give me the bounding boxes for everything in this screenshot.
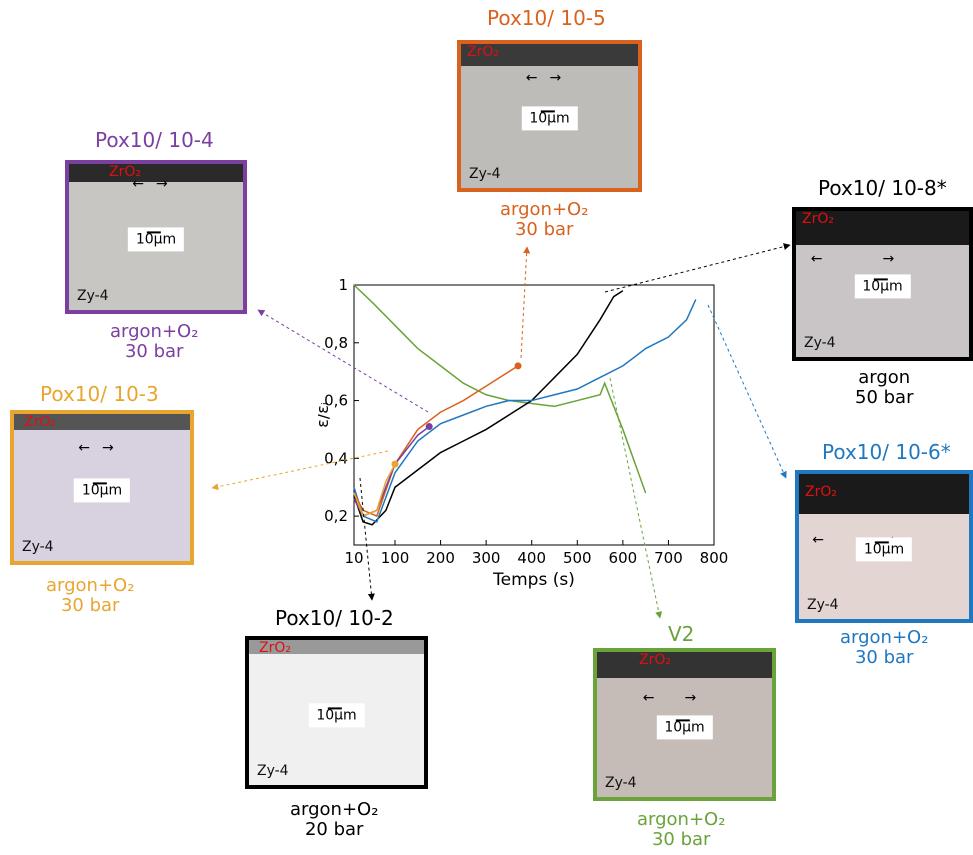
- series-end-marker-3: [514, 362, 522, 370]
- scale-bar: 10μm: [308, 702, 365, 727]
- series-end-marker-4: [425, 423, 433, 431]
- condition-gas: argon: [858, 367, 911, 388]
- condition-gas: argon+O₂: [290, 799, 379, 820]
- series-line-2: [353, 299, 697, 523]
- scale-bar: 10μm: [127, 227, 185, 252]
- condition-gas: argon+O₂: [500, 199, 589, 220]
- condition-pressure: 30 bar: [60, 595, 120, 616]
- plot-area: [353, 284, 715, 546]
- crack-arrows-icon: ←→: [132, 176, 180, 192]
- x-tick-label: 600: [609, 549, 638, 567]
- scale-bar: 10μm: [855, 536, 913, 561]
- crack-arrows-icon: ←→: [810, 251, 955, 267]
- condition-gas: argon+O₂: [840, 627, 929, 648]
- panel-condition: argon+O₂ 30 bar: [637, 810, 725, 850]
- panel-condition: argon+O₂ 30 bar: [500, 200, 588, 240]
- condition-pressure: 30 bar: [514, 219, 574, 240]
- condition-pressure: 30 bar: [124, 341, 184, 362]
- series-end-marker-5: [391, 460, 399, 468]
- panel-condition: argon 50 bar: [855, 368, 913, 408]
- crack-arrows-icon: ←→: [78, 440, 126, 456]
- oxide-layer: [799, 474, 969, 514]
- panel-title: Pox10/ 10-6*: [822, 440, 951, 464]
- zy4-label: Zy-4: [257, 763, 289, 779]
- x-tick-label: 10: [344, 549, 363, 567]
- x-tick-label: 400: [517, 549, 546, 567]
- x-tick-label: 300: [472, 549, 501, 567]
- x-tick-label: 500: [563, 549, 592, 567]
- panel-condition: argon+O₂ 30 bar: [46, 576, 134, 616]
- micrograph-pox10-10-5: ZrO₂ ←→ 10μm Zy-4: [457, 40, 642, 192]
- condition-pressure: 30 bar: [854, 647, 914, 668]
- y-axis-label: ε̇/ε̇ᵢ: [318, 402, 332, 428]
- crack-arrows-icon: ←→: [525, 70, 574, 86]
- crack-arrows-icon: ←→: [642, 690, 727, 706]
- panel-condition: argon+O₂ 30 bar: [110, 322, 198, 362]
- y-tick-label: 0,8: [324, 334, 348, 352]
- panel-title: Pox10/ 10-2: [275, 606, 394, 630]
- zy4-label: Zy-4: [22, 539, 54, 555]
- panel-title: Pox10/ 10-4: [95, 128, 214, 152]
- x-tick-label: 200: [426, 549, 455, 567]
- zy4-label: Zy-4: [804, 335, 836, 351]
- micrograph-pox10-10-2: ZrO₂ 10μm Zy-4: [245, 636, 428, 789]
- scale-bar: 10μm: [854, 274, 911, 299]
- x-tick-label: 700: [654, 549, 683, 567]
- oxide-layer: [597, 652, 772, 678]
- zro2-label: ZrO₂: [802, 211, 834, 227]
- zro2-label: ZrO₂: [805, 484, 837, 500]
- y-tick-label: 0,2: [324, 507, 348, 525]
- panel-condition: argon+O₂ 30 bar: [840, 628, 928, 668]
- zro2-label: ZrO₂: [109, 164, 141, 180]
- panel-title: Pox10/ 10-5: [487, 6, 606, 30]
- panel-condition: argon+O₂ 20 bar: [290, 800, 378, 840]
- zy4-label: Zy-4: [77, 288, 109, 304]
- micrograph-v2: ZrO₂ ←→ 10μm Zy-4: [593, 648, 776, 801]
- strain-rate-chart: 10 100 200 300 400 500 600 700 8000,20,40,60,81T…: [318, 276, 729, 590]
- panel-title: Pox10/ 10-3: [40, 382, 159, 406]
- x-tick-label: 800: [700, 549, 729, 567]
- scale-bar: 10μm: [73, 477, 131, 502]
- oxide-layer: [14, 414, 190, 430]
- zy4-label: Zy-4: [469, 166, 501, 182]
- condition-gas: argon+O₂: [110, 321, 199, 342]
- panel-title: V2: [668, 622, 695, 646]
- zy4-label: Zy-4: [605, 775, 637, 791]
- zro2-label: ZrO₂: [259, 640, 291, 656]
- micrograph-pox10-10-6: ZrO₂ ←→ 10μm Zy-4: [795, 470, 973, 623]
- condition-pressure: 30 bar: [651, 829, 711, 850]
- y-tick-label: 1: [338, 276, 348, 294]
- oxide-layer: [69, 164, 243, 182]
- micrograph-pox10-10-8: ZrO₂ ←→ 10μm Zy-4: [792, 207, 973, 361]
- micrograph-pox10-10-3: ZrO₂ ←→ 10μm Zy-4: [10, 410, 194, 565]
- oxide-layer: [796, 211, 969, 245]
- scale-bar: 10μm: [521, 106, 578, 131]
- oxide-layer: [249, 640, 424, 654]
- zro2-label: ZrO₂: [467, 44, 499, 60]
- condition-gas: argon+O₂: [637, 809, 726, 830]
- condition-pressure: 50 bar: [855, 387, 914, 408]
- zy4-label: Zy-4: [807, 597, 839, 613]
- panel-title: Pox10/ 10-8*: [818, 176, 947, 200]
- zro2-label: ZrO₂: [24, 414, 56, 430]
- condition-gas: argon+O₂: [46, 575, 135, 596]
- zro2-label: ZrO₂: [639, 652, 671, 668]
- x-axis-label: Temps (s): [492, 570, 575, 590]
- micrograph-pox10-10-4: ZrO₂ ←→ 10μm Zy-4: [65, 160, 247, 314]
- y-tick-label: 0,4: [324, 449, 348, 467]
- condition-pressure: 20 bar: [304, 819, 364, 840]
- oxide-layer: [461, 44, 638, 66]
- scale-bar: 10μm: [656, 714, 713, 739]
- x-tick-label: 100: [381, 549, 410, 567]
